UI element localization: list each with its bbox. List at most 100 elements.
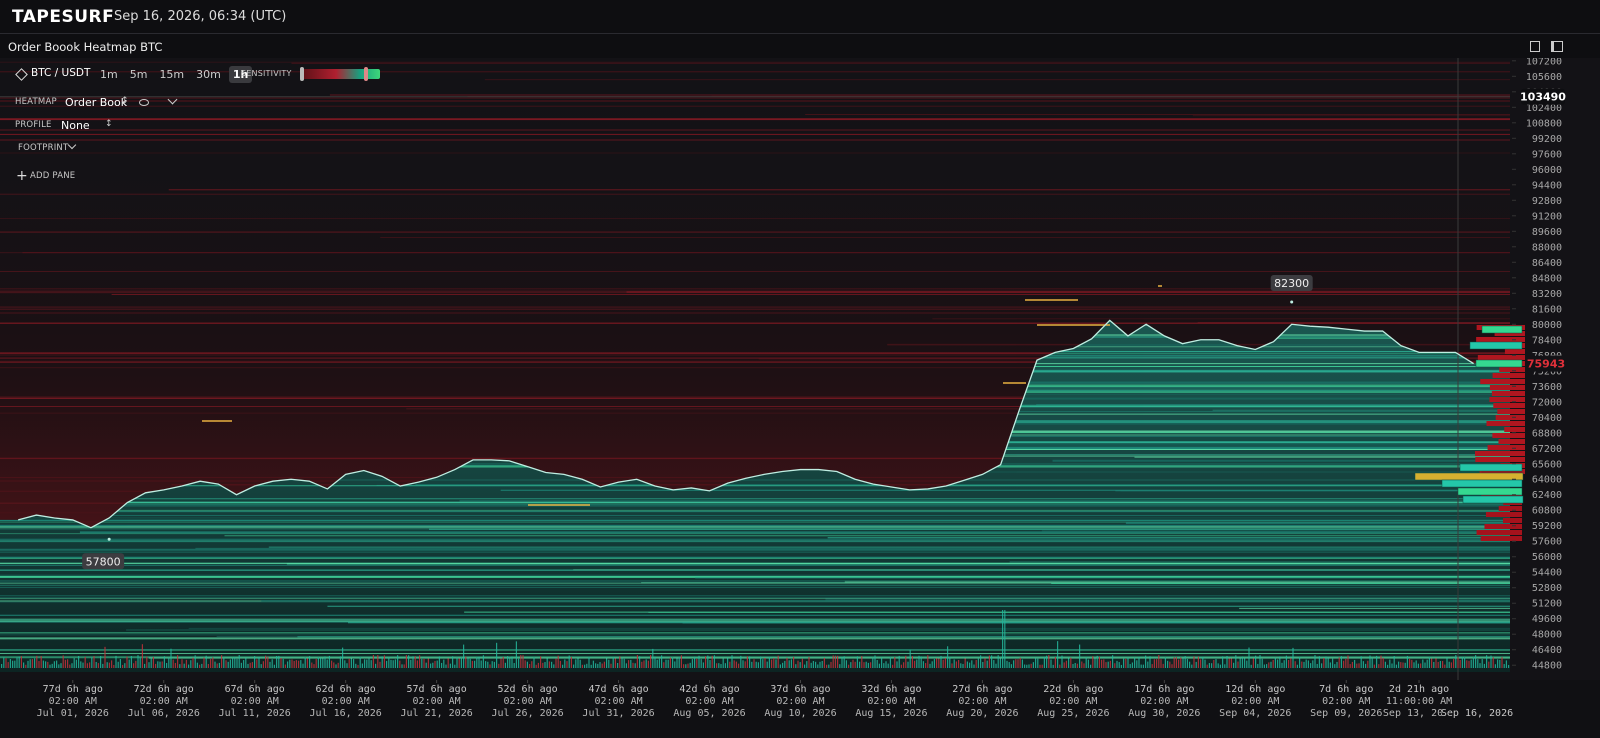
layer-value[interactable]: Order Book <box>65 96 128 109</box>
volume-bar <box>493 661 495 668</box>
layout-icon[interactable] <box>1551 41 1563 52</box>
volume-bar <box>1343 660 1345 668</box>
ask-depth-bar <box>1493 403 1525 408</box>
volume-bar <box>896 661 898 668</box>
volume-bar <box>412 656 414 668</box>
volume-bar <box>1206 664 1208 668</box>
volume-bar <box>1303 661 1305 668</box>
add-pane[interactable]: ADD PANE <box>30 171 76 181</box>
symbol[interactable]: BTC / USDT <box>31 67 91 79</box>
volume-bar <box>951 663 953 668</box>
volume-bar <box>432 662 434 668</box>
volume-bar <box>766 661 768 668</box>
volume-bar <box>515 641 517 668</box>
volume-bar <box>1041 664 1043 668</box>
ask-depth-bar <box>1499 367 1525 372</box>
volume-bar <box>5 658 7 668</box>
volume-bar <box>1037 658 1039 668</box>
volume-bar <box>29 659 31 668</box>
timeframe-button[interactable]: 30m <box>196 68 221 81</box>
volume-bar <box>339 656 341 668</box>
volume-bar <box>1013 660 1015 668</box>
volume-bar <box>711 655 713 668</box>
slider-handle[interactable] <box>300 67 304 81</box>
volume-bar <box>1472 657 1474 668</box>
volume-bar <box>977 658 979 668</box>
volume-bar <box>174 662 176 668</box>
volume-bar <box>31 659 33 668</box>
x-tick-label: Aug 15, 2026 <box>855 708 927 719</box>
y-tick-label: 84800 <box>1532 273 1562 284</box>
layer-value[interactable]: None <box>61 119 90 132</box>
volume-bar <box>603 661 605 668</box>
volume-bar <box>597 663 599 668</box>
volume-bar <box>861 655 863 668</box>
volume-bar <box>1028 664 1030 668</box>
volume-bar <box>570 656 572 668</box>
volume-bar <box>1063 662 1065 668</box>
volume-bar <box>148 662 150 668</box>
volume-bar <box>1294 661 1296 668</box>
bid-depth-bar <box>1475 359 1523 368</box>
logo[interactable]: TAPESURF <box>12 7 115 27</box>
volume-bar <box>1123 658 1125 668</box>
slider-handle[interactable] <box>364 67 368 81</box>
timeframe-button[interactable]: 1h <box>228 66 253 83</box>
dropdown-arrows[interactable]: ↕ <box>121 96 129 106</box>
volume-bar <box>650 655 652 668</box>
volume-bar <box>49 664 51 668</box>
volume-bar <box>865 661 867 668</box>
volume-bar <box>779 664 781 668</box>
volume-bar <box>700 659 702 668</box>
y-tick-label: 44800 <box>1532 661 1562 672</box>
volume-bar <box>982 661 984 668</box>
volume-bar <box>425 662 427 668</box>
volume-bar <box>755 661 757 668</box>
volume-bar <box>298 660 300 668</box>
volume-bar <box>592 660 594 668</box>
volume-bar <box>179 664 181 668</box>
ask-depth-bar <box>1480 379 1525 384</box>
volume-bar <box>51 663 53 668</box>
volume-bar <box>454 664 456 668</box>
dropdown-arrows[interactable]: ↕ <box>105 119 113 129</box>
layer-label: PROFILE <box>15 120 52 130</box>
volume-bar <box>606 658 608 668</box>
volume-bar <box>487 661 489 668</box>
volume-bar <box>696 658 698 668</box>
volume-bar <box>1200 659 1202 668</box>
volume-bar <box>102 663 104 668</box>
window-icon[interactable] <box>1530 41 1540 52</box>
layer-label[interactable]: FOOTPRINT <box>18 143 69 153</box>
x-tick-time: 02:00 AM <box>776 696 824 707</box>
plus-icon[interactable]: + <box>16 168 28 184</box>
volume-bar <box>1090 664 1092 668</box>
volume-bar <box>258 656 260 668</box>
volume-bar <box>894 657 896 668</box>
volume-bar <box>848 664 850 668</box>
volume-bar <box>62 655 64 668</box>
volume-bar <box>544 662 546 668</box>
x-tick-time: 02:00 AM <box>1140 696 1188 707</box>
volume-bar <box>1479 663 1481 668</box>
volume-bar <box>71 663 73 668</box>
volume-bar <box>1024 664 1026 668</box>
volume-bar <box>434 660 436 668</box>
volume-bar <box>64 659 66 668</box>
timeframe-button[interactable]: 5m <box>129 68 148 81</box>
volume-bar <box>808 657 810 668</box>
ask-depth-bar <box>1492 373 1525 378</box>
volume-bar <box>1248 647 1250 668</box>
volume-bar <box>185 659 187 668</box>
volume-bar <box>75 659 77 668</box>
eye-icon[interactable] <box>139 99 149 106</box>
volume-bar <box>542 662 544 668</box>
volume-bar <box>399 660 401 668</box>
timeframe-button[interactable]: 1m <box>100 68 118 81</box>
volume-bar <box>573 664 575 668</box>
volume-bar <box>1235 655 1237 668</box>
sensitivity-slider[interactable] <box>300 69 380 79</box>
volume-bar <box>491 661 493 668</box>
volume-bar <box>1450 662 1452 668</box>
timeframe-button[interactable]: 15m <box>159 68 185 81</box>
